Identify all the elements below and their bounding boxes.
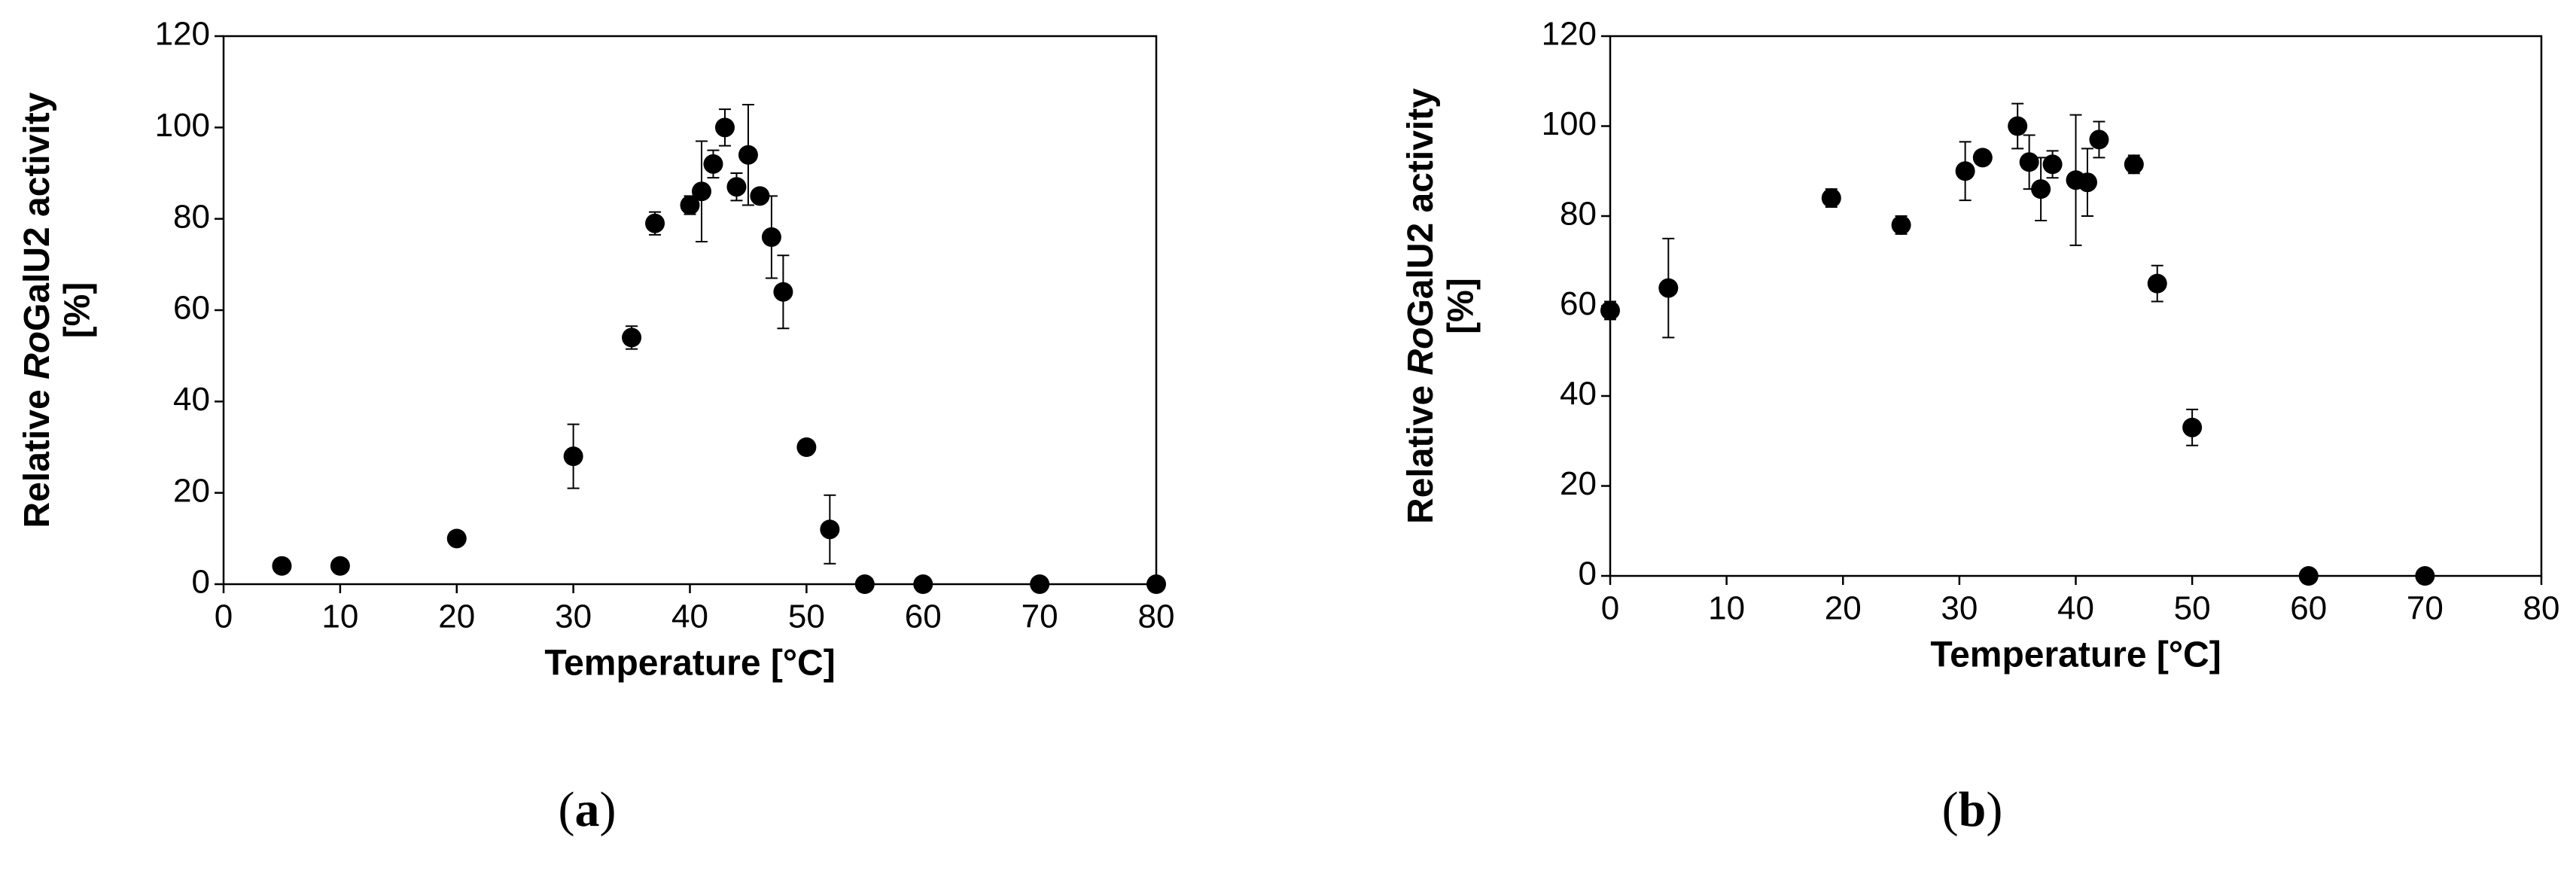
data-point <box>2182 417 2203 437</box>
data-point <box>1146 574 1166 594</box>
plot-frame <box>222 35 1158 586</box>
x-tick-label: 40 <box>2057 590 2094 627</box>
data-point <box>680 195 700 215</box>
panel-label-part: ( <box>1942 782 1959 837</box>
data-point <box>1658 278 1679 298</box>
x-tick-label: 60 <box>2290 590 2327 627</box>
panel-label: (a) <box>559 782 617 837</box>
y-tick-label: 40 <box>1560 376 1597 413</box>
y-tick-label: 40 <box>173 381 210 418</box>
y-tick-label: 100 <box>155 107 210 144</box>
y-axis-unit: [%] <box>1442 278 1481 334</box>
panel-label-part: ( <box>559 782 575 837</box>
data-point <box>2019 152 2039 172</box>
y-axis-title: Relative RoGalU2 activity <box>1401 88 1441 524</box>
y-tick-label: 120 <box>1542 16 1597 53</box>
data-point <box>2077 172 2097 193</box>
panel-label-part: ) <box>600 782 617 837</box>
panel-label-part: b <box>1959 782 1987 837</box>
panel-label: (b) <box>1942 782 2003 837</box>
y-tick-label: 0 <box>192 564 210 601</box>
x-tick-label: 30 <box>1941 590 1978 627</box>
data-point <box>691 181 711 202</box>
x-axis-title: Temperature [°C] <box>544 644 835 684</box>
y-tick-label: 20 <box>1560 465 1597 502</box>
data-point <box>1030 574 1050 594</box>
data-point <box>1821 188 1841 209</box>
x-tick-label: 30 <box>555 598 592 635</box>
y-tick-label: 60 <box>173 290 210 327</box>
y-tick-label: 20 <box>173 472 210 509</box>
chart: 0 20 40 60 80 100 120 0 10 20 30 40 50 60 70 80 Temperat… <box>17 16 1175 838</box>
x-tick-label: 0 <box>1601 590 1619 627</box>
data-point <box>2008 116 2028 136</box>
y-tick-label: 100 <box>1542 105 1597 142</box>
y-tick-label: 80 <box>1560 196 1597 233</box>
chart: 0 20 40 60 80 100 120 0 10 20 30 40 50 60 70 80 Temperat… <box>1401 16 2560 838</box>
x-tick-label: 0 <box>215 598 233 635</box>
x-tick-label: 80 <box>2523 590 2560 627</box>
x-axis-title: Temperature [°C] <box>1930 635 2221 675</box>
y-tick-label: 80 <box>173 198 210 235</box>
data-point <box>750 186 770 206</box>
data-point <box>2298 566 2319 586</box>
data-point <box>2031 179 2051 199</box>
data-point <box>703 154 723 174</box>
x-tick-label: 70 <box>2407 590 2444 627</box>
x-tick-label: 60 <box>905 598 942 635</box>
data-point <box>622 327 642 348</box>
data-point <box>714 117 735 138</box>
data-point <box>761 227 781 247</box>
data-point <box>2042 154 2063 175</box>
data-point <box>738 145 758 165</box>
data-point <box>913 574 933 594</box>
y-tick-label: 0 <box>1579 556 1597 592</box>
x-tick-label: 40 <box>671 598 708 635</box>
data-point <box>563 446 583 467</box>
data-point <box>2089 129 2109 150</box>
data-point <box>1972 148 1993 168</box>
x-tick-label: 10 <box>321 598 358 635</box>
x-tick-label: 80 <box>1138 598 1175 635</box>
y-axis-unit: [%] <box>58 282 98 339</box>
y-axis-title: Relative RoGalU2 activity <box>17 92 57 528</box>
data-point <box>1955 161 1975 181</box>
data-point <box>1891 215 1911 235</box>
data-point <box>726 177 747 197</box>
y-axis-title-part: Ro <box>1401 327 1441 376</box>
x-tick-label: 20 <box>438 598 475 635</box>
data-point <box>2147 273 2167 294</box>
data-point <box>330 556 350 576</box>
data-point <box>272 556 292 576</box>
y-axis-title-part: Ro <box>17 331 57 379</box>
x-tick-label: 20 <box>1825 590 1862 627</box>
data-point <box>645 213 665 233</box>
x-tick-label: 10 <box>1708 590 1745 627</box>
y-axis-title-part: GalU2 activity <box>17 92 57 331</box>
y-tick-label: 60 <box>1560 285 1597 322</box>
data-point <box>773 282 793 302</box>
data-point <box>446 528 467 549</box>
y-axis-title-part: Relative <box>1401 376 1441 524</box>
panel-label-part: a <box>575 782 600 837</box>
panel-label-part: ) <box>1986 782 2002 837</box>
data-point <box>2415 566 2435 586</box>
data-point <box>796 437 817 457</box>
data-point <box>854 574 875 594</box>
x-tick-label: 50 <box>788 598 825 635</box>
y-tick-label: 120 <box>155 16 210 53</box>
x-tick-label: 50 <box>2174 590 2211 627</box>
data-point <box>820 519 840 540</box>
y-axis-title-part: GalU2 activity <box>1401 88 1441 327</box>
y-axis-title-part: Relative <box>17 379 57 528</box>
data-point <box>1600 300 1620 321</box>
x-tick-label: 70 <box>1022 598 1058 635</box>
data-point <box>2124 154 2144 175</box>
